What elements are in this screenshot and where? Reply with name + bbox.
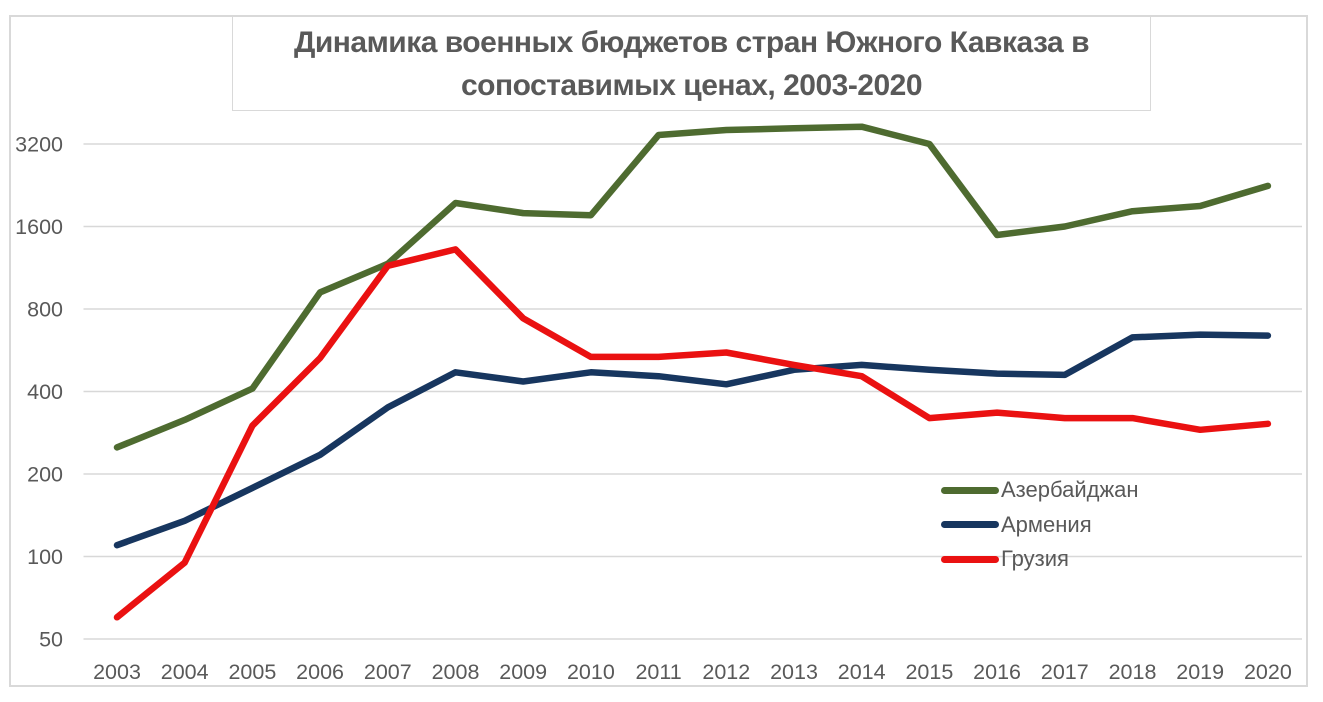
x-tick-label-2014: 2014: [838, 660, 886, 684]
legend-item-azerbaijan[interactable]: Азербайджан: [941, 473, 1139, 508]
legend-swatch-armenia: [941, 521, 999, 529]
x-tick-label-2011: 2011: [635, 660, 681, 684]
y-tick-label-400: 400: [27, 380, 63, 404]
legend-swatch-georgia: [941, 555, 999, 563]
legend-label-georgia: Грузия: [1001, 546, 1069, 572]
legend-item-armenia[interactable]: Армения: [941, 508, 1139, 543]
x-tick-label-2013: 2013: [770, 660, 818, 684]
x-tick-label-2019: 2019: [1176, 660, 1224, 684]
y-tick-label-50: 50: [39, 628, 63, 652]
legend-item-georgia[interactable]: Грузия: [941, 542, 1139, 577]
x-tick-label-2005: 2005: [228, 660, 276, 684]
chart-title-line-1: Динамика военных бюджетов стран Южного К…: [293, 25, 1090, 59]
series-line-georgia[interactable]: [113, 246, 1272, 621]
chart-frame: [9, 15, 1308, 687]
series-line-armenia[interactable]: [113, 331, 1272, 549]
series-line-azerbaijan[interactable]: [113, 123, 1272, 451]
legend: Азербайджан Армения Грузия: [941, 473, 1139, 577]
y-tick-label-100: 100: [27, 545, 63, 569]
x-tick-label-2003: 2003: [93, 660, 141, 684]
legend-swatch-azerbaijan: [941, 486, 999, 494]
x-tick-label-2009: 2009: [499, 660, 547, 684]
chart-title-line-2: сопоставимых ценах, 2003-2020: [460, 68, 923, 102]
y-tick-label-200: 200: [27, 463, 63, 487]
x-tick-label-2010: 2010: [567, 660, 615, 684]
x-tick-label-2008: 2008: [432, 660, 480, 684]
y-tick-label-3200: 3200: [15, 133, 63, 157]
y-tick-label-1600: 1600: [15, 215, 63, 239]
x-tick-label-2016: 2016: [973, 660, 1021, 684]
x-tick-label-2012: 2012: [702, 660, 750, 684]
x-tick-label-2007: 2007: [364, 660, 412, 684]
x-tick-label-2006: 2006: [296, 660, 344, 684]
chart-title: Динамика военных бюджетов стран Южного К…: [293, 21, 1090, 107]
chart-title-box: Динамика военных бюджетов стран Южного К…: [232, 16, 1151, 111]
legend-label-azerbaijan: Азербайджан: [1001, 477, 1139, 503]
y-tick-label-800: 800: [27, 298, 63, 322]
x-tick-label-2015: 2015: [905, 660, 953, 684]
legend-label-armenia: Армения: [1001, 511, 1092, 537]
x-tick-label-2017: 2017: [1041, 660, 1089, 684]
x-tick-label-2004: 2004: [161, 660, 209, 684]
x-tick-label-2018: 2018: [1109, 660, 1157, 684]
x-tick-label-2020: 2020: [1244, 660, 1292, 684]
